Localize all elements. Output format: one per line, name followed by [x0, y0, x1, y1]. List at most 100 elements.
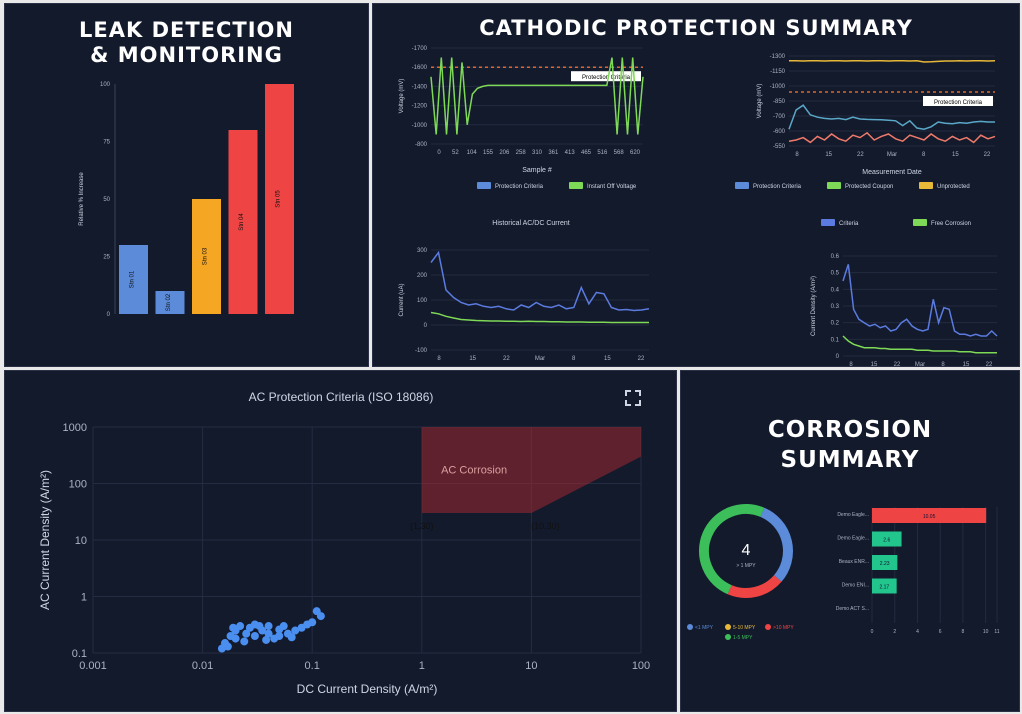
y-tick-label: -550: [773, 144, 786, 150]
donut-slice: [727, 575, 782, 598]
corrosion-panel: CORROSION SUMMARY 4 > 1 MPY <1 MPY 5-10 MPY…: [680, 370, 1020, 712]
series-line-dc: [430, 311, 649, 324]
leak-title-line2: & MONITORING: [90, 43, 283, 67]
leak-bar: [228, 130, 258, 314]
rate-bar: [872, 508, 987, 523]
x-tick-label: 15: [604, 356, 611, 362]
x-tick-label: 100: [632, 660, 650, 672]
bar-category-label: Beaux ENR...: [839, 559, 869, 565]
x-tick-label: 15: [825, 152, 832, 158]
scatter-point: [264, 629, 273, 638]
bar-label: Stn 04: [239, 213, 245, 231]
legend-label: Free Corrosion: [931, 221, 971, 227]
y-axis-label: Voltage (mV): [399, 79, 405, 114]
bar-category-label: Demo Eagle...: [837, 536, 869, 542]
rate-bar: [872, 578, 897, 594]
x-tick-label: 8: [849, 362, 853, 366]
x-tick-label: 22: [894, 362, 901, 366]
x-tick-label: 310: [532, 150, 543, 156]
region-point-label: (1,30): [410, 521, 434, 531]
series-line-protected-coupon: [788, 104, 995, 130]
y-tick-label: -1150: [770, 69, 786, 75]
bar-label: Stn 05: [276, 190, 282, 208]
legend-dot: [725, 634, 731, 640]
x-tick-label: 2: [893, 629, 896, 635]
legend-label: >10 MPY: [773, 625, 794, 631]
y-tick-label: -1000: [412, 123, 428, 129]
leak-chart: 0 25 50 75 100 Relative % Increase Stn 01 Stn 0…: [79, 82, 294, 318]
y-tick-label: 100: [417, 298, 428, 304]
annotation-label: Protection Criteria: [934, 100, 983, 106]
y-axis-label: Voltage (mV): [757, 84, 763, 119]
chart-title: AC Protection Criteria (ISO 18086): [249, 390, 434, 404]
y-tick-label: 200: [417, 273, 428, 279]
y-tick-label: 10: [75, 535, 87, 547]
corrosion-title: CORROSION SUMMARY: [681, 415, 1019, 475]
x-tick-label: Mar: [887, 152, 897, 158]
y-tick-label: -1700: [412, 46, 428, 52]
leak-panel: LEAK DETECTION & MONITORING 0 25 50 75 100 Re…: [4, 3, 369, 367]
x-tick-label: 1: [419, 660, 425, 672]
legend-label: 1-5 MPY: [733, 635, 753, 641]
x-tick-label: 8: [962, 629, 965, 635]
bar-label: Stn 02: [166, 293, 172, 311]
x-tick-label: 15: [963, 362, 970, 366]
legend-label: Protected Coupon: [845, 184, 893, 190]
chart-title: Historical AC/DC Current: [492, 220, 569, 227]
x-tick-label: 361: [548, 150, 559, 156]
bar-category-label: Demo Eagle...: [837, 512, 869, 518]
corrosion-title-line2: SUMMARY: [780, 447, 920, 473]
bar-value-label: 10.05: [923, 514, 936, 520]
x-tick-label: 104: [467, 150, 478, 156]
scatter-point: [223, 642, 232, 651]
ac-corrosion-region: [421, 427, 641, 514]
donut-center-value: 4: [742, 542, 751, 559]
x-tick-label: 22: [503, 356, 510, 362]
rate-bar: [872, 531, 902, 547]
series-line-criteria: [842, 264, 998, 337]
region-label: AC Corrosion: [441, 465, 507, 477]
fullscreen-icon[interactable]: [625, 390, 641, 406]
x-tick-label: 155: [483, 150, 494, 156]
x-tick-label: 8: [437, 356, 441, 362]
cathodic-title: CATHODIC PROTECTION SUMMARY: [479, 16, 913, 40]
legend-label: 5-10 MPY: [733, 625, 756, 631]
x-tick-label: 0.1: [305, 660, 320, 672]
x-tick-label: Mar: [535, 356, 545, 362]
x-tick-label: Mar: [915, 362, 925, 366]
y-tick-label: 1: [81, 592, 87, 604]
y-tick-label: 25: [103, 255, 110, 261]
leak-bar: [119, 245, 148, 314]
legend-swatch: [827, 182, 841, 189]
y-tick-label: 0.4: [831, 287, 840, 293]
x-tick-label: 620: [630, 150, 641, 156]
x-tick-label: 15: [871, 362, 878, 366]
y-tick-label: -700: [773, 114, 786, 120]
x-tick-label: 15: [952, 152, 959, 158]
x-tick-label: 52: [452, 150, 459, 156]
x-tick-label: 8: [572, 356, 576, 362]
x-tick-label: 568: [614, 150, 625, 156]
scatter-point: [242, 629, 251, 638]
leak-bar: [155, 291, 185, 314]
series-line-protection-criteria: [789, 60, 996, 63]
x-tick-label: 22: [984, 152, 991, 158]
y-tick-label: -850: [773, 99, 786, 105]
y-tick-label: 100: [100, 82, 111, 88]
y-tick-label: 300: [417, 248, 428, 254]
scatter-point: [236, 622, 245, 631]
x-tick-label: 0.01: [192, 660, 213, 672]
scatter-point: [264, 622, 273, 631]
y-tick-label: -100: [415, 348, 428, 354]
y-tick-label: -800: [415, 142, 428, 148]
leak-title-line1: LEAK DETECTION: [79, 18, 294, 42]
x-tick-label: 0: [871, 629, 874, 635]
x-tick-label: 8: [941, 362, 945, 366]
legend-label: Unprotected: [937, 184, 970, 190]
corrosion-title-line1: CORROSION: [767, 417, 933, 443]
x-axis-label: DC Current Density (A/m²): [297, 682, 438, 696]
x-tick-label: 0.001: [79, 660, 107, 672]
scatter-point: [229, 623, 238, 632]
y-tick-label: 0.1: [831, 337, 840, 343]
scatter-point: [262, 635, 271, 644]
